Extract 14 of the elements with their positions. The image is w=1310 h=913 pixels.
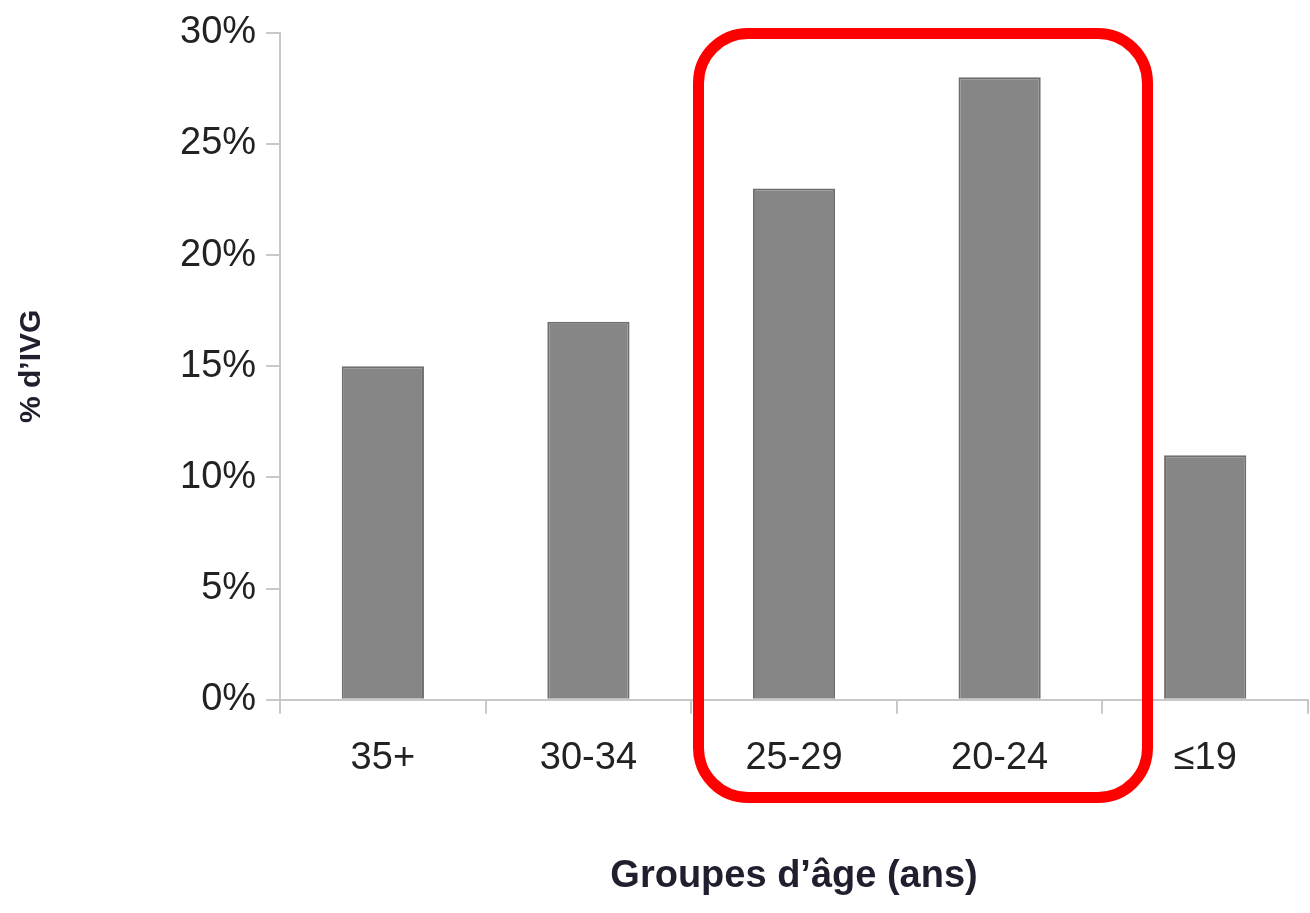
- y-tick-label: 0%: [201, 676, 257, 719]
- x-tick-label: 30-34: [539, 735, 638, 778]
- y-tick-label: 10%: [179, 453, 257, 496]
- y-axis-title: % d’IVG: [13, 309, 47, 423]
- y-tick-label: 30%: [179, 9, 257, 52]
- x-tick-label: 35+: [350, 735, 416, 778]
- y-tick-label: 20%: [179, 231, 257, 274]
- x-tick-label: 20-24: [951, 735, 1049, 778]
- y-tick-label: 25%: [179, 120, 257, 163]
- x-tick-label: 25-29: [745, 735, 843, 778]
- x-tick-label: ≤19: [1173, 735, 1237, 778]
- y-tick-label: 15%: [179, 342, 257, 385]
- x-axis-title: Groupes d’âge (ans): [610, 852, 978, 895]
- y-tick-label: 5%: [201, 565, 257, 608]
